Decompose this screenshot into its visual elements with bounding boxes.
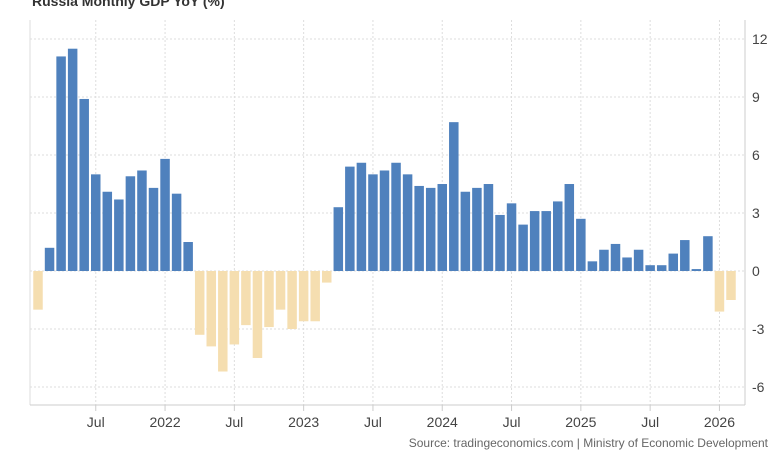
x-tick-label: 2026: [704, 414, 735, 430]
bar: [287, 271, 297, 329]
bar: [183, 242, 193, 271]
x-tick-label: Jul: [87, 414, 105, 430]
bar: [437, 184, 447, 271]
bar: [599, 249, 609, 271]
y-tick-label: 9: [752, 89, 760, 105]
bar: [483, 184, 494, 271]
bar: [241, 271, 251, 326]
bar: [252, 271, 263, 358]
bar: [472, 187, 482, 271]
bar: [229, 271, 240, 345]
bar: [645, 265, 655, 271]
bar: [275, 271, 286, 310]
y-tick-label: -6: [752, 379, 765, 395]
bar: [67, 48, 78, 271]
bar: [587, 261, 598, 271]
bar: [91, 174, 101, 271]
y-tick-label: 6: [752, 147, 760, 163]
bar: [691, 269, 702, 271]
bar: [368, 174, 378, 271]
source-text: Source: tradingeconomics.com | Ministry …: [408, 436, 768, 450]
bar: [333, 207, 344, 271]
bar: [656, 265, 667, 271]
y-tick-label: 3: [752, 205, 760, 221]
bar: [726, 271, 736, 300]
x-tick-label: 2023: [288, 414, 319, 430]
bar: [33, 271, 43, 310]
bar: [148, 187, 159, 271]
bar: [345, 166, 355, 271]
bar: [460, 191, 471, 271]
bar: [125, 176, 136, 271]
bar: [703, 236, 713, 271]
bar: [576, 218, 586, 271]
bar: [506, 203, 517, 271]
bar: [114, 199, 124, 271]
bar: [391, 162, 401, 271]
x-tick-label: Jul: [364, 414, 382, 430]
bar: [714, 271, 725, 312]
bar: [264, 271, 274, 328]
bar: [414, 185, 424, 271]
bar: [564, 184, 575, 271]
bar: [680, 240, 690, 271]
bar: [553, 201, 563, 271]
bar: [322, 271, 332, 283]
x-tick-label: Jul: [641, 414, 659, 430]
bar: [529, 211, 540, 271]
x-tick-label: 2022: [149, 414, 180, 430]
bar: [298, 271, 309, 322]
bar: [160, 158, 170, 271]
y-tick-label: 12: [752, 31, 768, 47]
bar: [449, 122, 459, 271]
bar: [79, 98, 89, 271]
bar: [518, 224, 528, 271]
x-tick-label: Jul: [225, 414, 243, 430]
x-tick-label: 2024: [427, 414, 458, 430]
bar: [495, 214, 505, 271]
bar: [56, 56, 66, 272]
bar: [194, 271, 205, 335]
x-tick-label: 2025: [565, 414, 596, 430]
bar: [102, 191, 113, 271]
bar: [206, 271, 216, 347]
bar: [356, 162, 367, 271]
y-tick-label: 0: [752, 263, 760, 279]
bar: [633, 249, 644, 271]
bar: [379, 170, 390, 271]
bar: [610, 243, 621, 271]
x-tick-label: Jul: [503, 414, 521, 430]
chart-title: Russia Monthly GDP YoY (%): [32, 0, 225, 9]
bar: [171, 193, 182, 271]
bar: [402, 174, 413, 271]
bar: [218, 271, 228, 372]
bar: [668, 253, 678, 271]
bar: [425, 187, 436, 271]
bar: [310, 271, 320, 322]
y-tick-label: -3: [752, 321, 765, 337]
bar: [541, 211, 551, 271]
bar: [44, 247, 55, 271]
bar: [137, 170, 147, 271]
bar: [622, 257, 632, 271]
